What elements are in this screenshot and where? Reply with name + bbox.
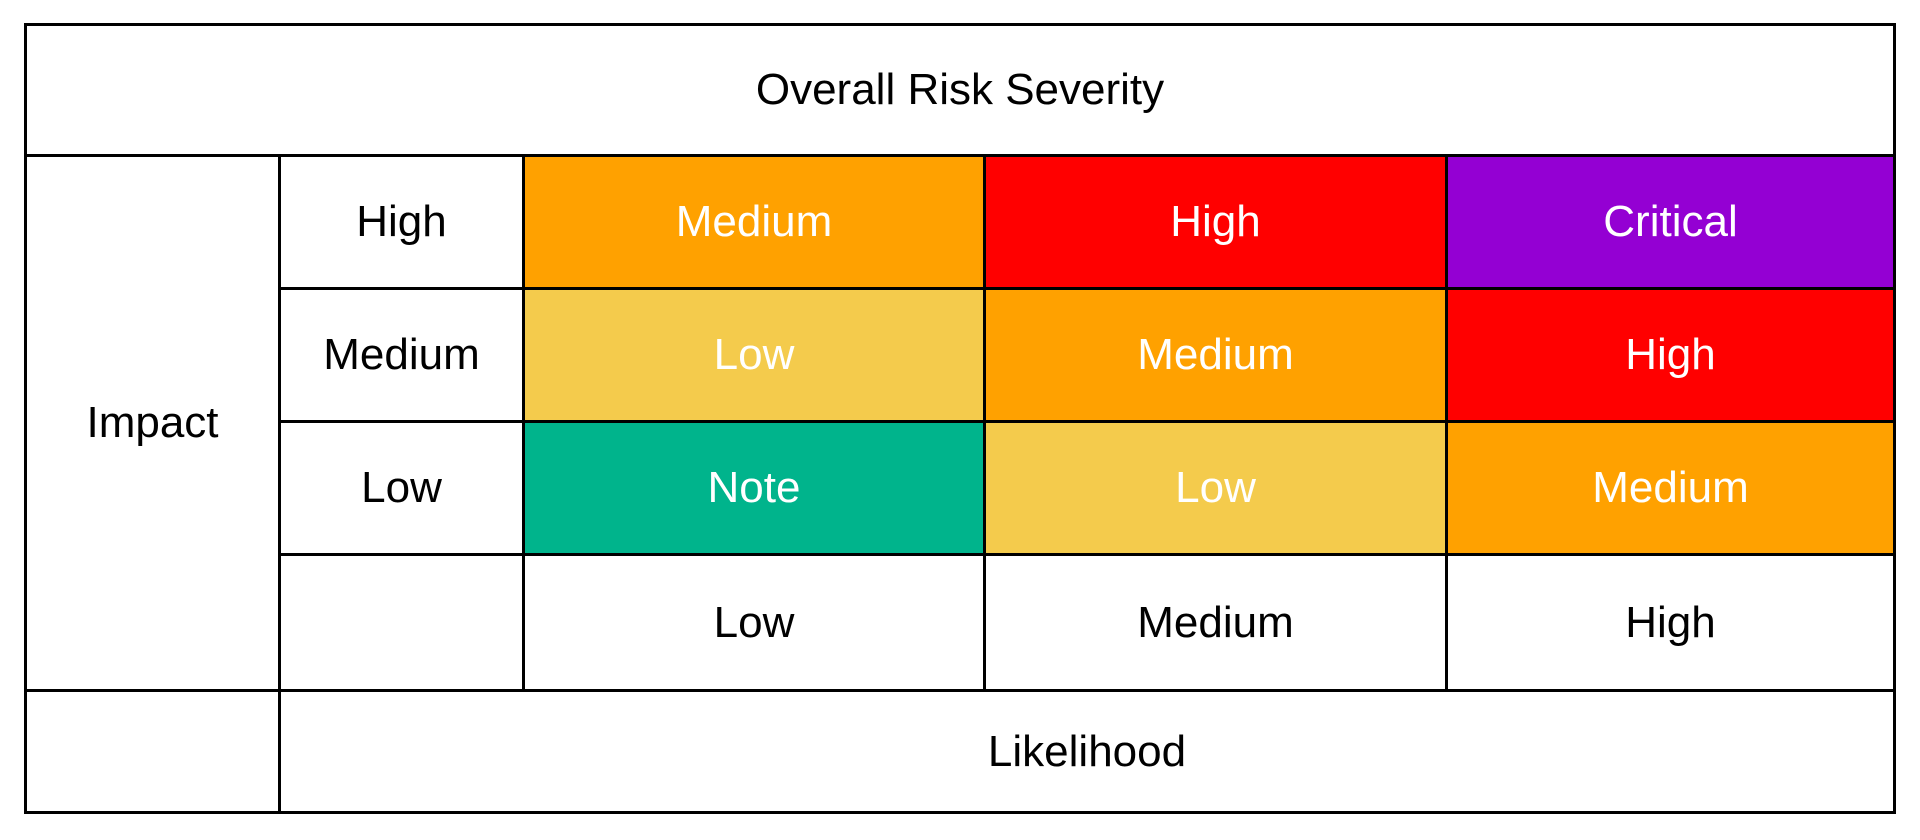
risk-cell: High xyxy=(983,154,1448,290)
risk-cell: Medium xyxy=(1445,420,1896,556)
impact-level-low: Low xyxy=(278,420,525,556)
impact-level-high: High xyxy=(278,154,525,290)
risk-cell: Critical xyxy=(1445,154,1896,290)
likelihood-level-medium: Medium xyxy=(983,553,1448,692)
impact-level-medium: Medium xyxy=(278,287,525,423)
matrix-title: Overall Risk Severity xyxy=(24,23,1896,157)
likelihood-level-low: Low xyxy=(522,553,986,692)
likelihood-level-high: High xyxy=(1445,553,1896,692)
risk-cell: Low xyxy=(983,420,1448,556)
risk-matrix: Overall Risk Severity Impact High Medium… xyxy=(24,23,1896,814)
empty-corner-cell xyxy=(278,553,525,692)
empty-bottom-left-cell xyxy=(24,689,281,814)
risk-cell: Low xyxy=(522,287,986,423)
likelihood-axis-label: Likelihood xyxy=(278,689,1896,814)
risk-cell: High xyxy=(1445,287,1896,423)
impact-axis-label: Impact xyxy=(24,154,281,692)
risk-cell: Medium xyxy=(522,154,986,290)
risk-cell: Note xyxy=(522,420,986,556)
risk-cell: Medium xyxy=(983,287,1448,423)
